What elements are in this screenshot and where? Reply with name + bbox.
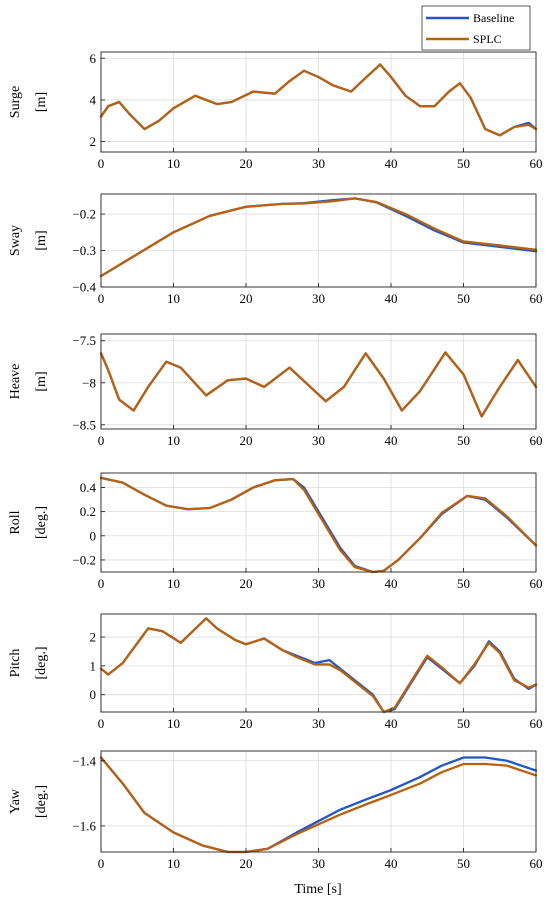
x-tick-label: 0 bbox=[98, 856, 105, 871]
x-tick-label: 10 bbox=[167, 716, 180, 731]
x-tick-label: 20 bbox=[240, 156, 253, 171]
x-tick-label: 50 bbox=[457, 716, 470, 731]
y-axis-name-roll: Roll bbox=[8, 510, 23, 534]
x-tick-label: 30 bbox=[312, 576, 325, 591]
y-axis-unit-heave: [m] bbox=[34, 371, 49, 391]
y-tick-label: −7.5 bbox=[72, 333, 96, 348]
x-tick-label: 30 bbox=[312, 716, 325, 731]
x-tick-label: 0 bbox=[98, 576, 105, 591]
x-tick-label: 30 bbox=[312, 856, 325, 871]
x-tick-label: 20 bbox=[240, 856, 253, 871]
y-axis-unit-sway: [m] bbox=[34, 230, 49, 250]
x-tick-label: 10 bbox=[167, 856, 180, 871]
x-tick-label: 10 bbox=[167, 291, 180, 306]
y-tick-label: −0.2 bbox=[72, 207, 96, 222]
y-tick-label: 4 bbox=[90, 92, 97, 107]
x-tick-label: 40 bbox=[385, 156, 398, 171]
x-tick-label: 60 bbox=[530, 433, 543, 448]
x-tick-label: 40 bbox=[385, 716, 398, 731]
y-axis-unit-pitch: [deg.] bbox=[34, 646, 49, 679]
panel-surge: 0 10 20 30 40 50 60 2 4 6 Surge [m] bbox=[8, 51, 543, 171]
x-tick-label: 20 bbox=[240, 716, 253, 731]
y-tick-label: 6 bbox=[90, 51, 97, 66]
x-tick-label: 50 bbox=[457, 856, 470, 871]
legend-box bbox=[421, 5, 531, 51]
x-tick-label: 60 bbox=[530, 716, 543, 731]
legend-label-splc: SPLC bbox=[473, 32, 502, 46]
y-axis-unit-yaw: [deg.] bbox=[34, 785, 49, 818]
y-axis-unit-surge: [m] bbox=[34, 92, 49, 112]
y-tick-label: 0 bbox=[90, 687, 97, 702]
x-tick-label: 50 bbox=[457, 156, 470, 171]
panel-yaw: 0 10 20 30 40 50 60 −1.6 −1.4 Yaw [deg.] bbox=[8, 750, 543, 871]
y-tick-label: 0.4 bbox=[80, 480, 97, 495]
series-splc-heave bbox=[99, 351, 538, 418]
x-tick-label: 50 bbox=[457, 433, 470, 448]
panel-pitch: 0 10 20 30 40 50 60 0 1 2 Pitch [deg.] bbox=[8, 613, 543, 731]
x-tick-label: 10 bbox=[167, 156, 180, 171]
x-tick-label: 60 bbox=[530, 576, 543, 591]
y-tick-label: 0 bbox=[90, 528, 97, 543]
series-splc-roll bbox=[99, 476, 538, 574]
y-tick-label: −0.4 bbox=[72, 280, 96, 295]
x-tick-label: 50 bbox=[457, 576, 470, 591]
y-tick-label: 0.2 bbox=[80, 504, 96, 519]
series-splc-surge bbox=[99, 63, 538, 137]
series-splc-sway bbox=[99, 197, 538, 278]
x-tick-label: 50 bbox=[457, 291, 470, 306]
x-tick-label: 0 bbox=[98, 291, 105, 306]
series-splc-pitch bbox=[99, 617, 538, 714]
x-tick-label: 40 bbox=[385, 856, 398, 871]
x-tick-label: 60 bbox=[530, 291, 543, 306]
x-tick-label: 0 bbox=[98, 433, 105, 448]
series-splc-yaw bbox=[99, 756, 538, 854]
x-tick-label: 20 bbox=[240, 576, 253, 591]
x-tick-label: 20 bbox=[240, 433, 253, 448]
legend: Baseline SPLC bbox=[421, 5, 531, 51]
x-tick-label: 30 bbox=[312, 156, 325, 171]
x-tick-label: 40 bbox=[385, 433, 398, 448]
x-tick-label: 30 bbox=[312, 433, 325, 448]
x-axis-label: Time [s] bbox=[294, 882, 341, 897]
legend-label-baseline: Baseline bbox=[473, 11, 514, 25]
y-tick-label: 1 bbox=[90, 658, 97, 673]
x-tick-label: 20 bbox=[240, 291, 253, 306]
y-tick-label: −0.3 bbox=[72, 243, 96, 258]
y-axis-name-yaw: Yaw bbox=[8, 788, 23, 814]
y-tick-label: 2 bbox=[90, 134, 97, 149]
y-tick-label: −1.6 bbox=[72, 818, 96, 833]
x-tick-label: 60 bbox=[530, 156, 543, 171]
y-tick-label: 2 bbox=[90, 630, 97, 645]
x-tick-label: 10 bbox=[167, 576, 180, 591]
x-tick-label: 0 bbox=[98, 156, 105, 171]
y-axis-name-heave: Heave bbox=[8, 364, 23, 400]
panel-heave: 0 10 20 30 40 50 60 −8.5 −8 −7.5 Heave [m] bbox=[8, 333, 543, 448]
y-tick-label: −0.2 bbox=[72, 552, 96, 567]
y-axis-name-pitch: Pitch bbox=[8, 649, 23, 678]
y-axis-name-surge: Surge bbox=[8, 86, 23, 118]
x-tick-label: 60 bbox=[530, 856, 543, 871]
y-tick-label: −1.4 bbox=[72, 753, 96, 768]
y-axis-unit-roll: [deg.] bbox=[34, 506, 49, 539]
x-tick-label: 40 bbox=[385, 576, 398, 591]
x-tick-label: 40 bbox=[385, 291, 398, 306]
y-axis-name-sway: Sway bbox=[8, 225, 23, 256]
y-tick-label: −8 bbox=[82, 375, 96, 390]
panel-sway: 0 10 20 30 40 50 60 −0.4 −0.3 −0.2 Sway [m] bbox=[8, 193, 543, 306]
y-tick-label: −8.5 bbox=[72, 417, 96, 432]
x-tick-label: 10 bbox=[167, 433, 180, 448]
x-tick-label: 30 bbox=[312, 291, 325, 306]
x-tick-label: 0 bbox=[98, 716, 105, 731]
